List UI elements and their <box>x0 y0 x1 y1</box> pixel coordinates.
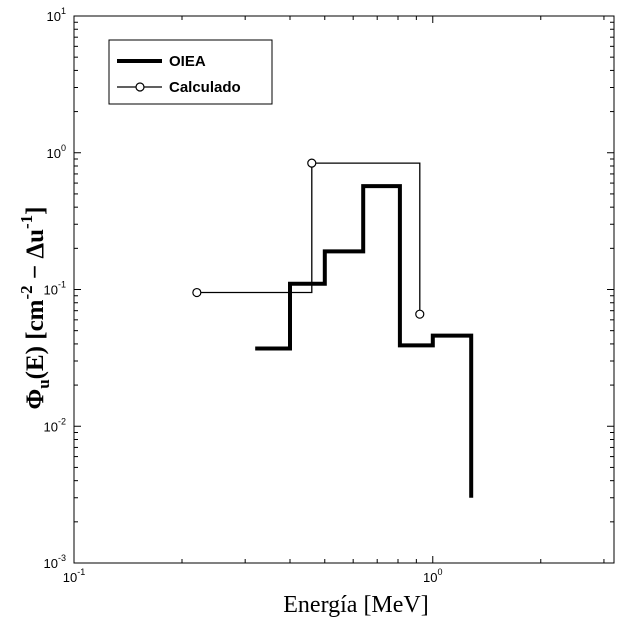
y-tick-label: 10-1 <box>44 280 66 298</box>
legend-box <box>108 39 273 105</box>
legend-marker-calculado <box>135 82 145 92</box>
data-point-calculado <box>307 158 317 168</box>
x-tick-label: 100 <box>423 567 442 585</box>
y-tick-label: 10-3 <box>44 553 66 571</box>
data-point-calculado <box>415 309 425 319</box>
x-tick-label: 10-1 <box>63 567 85 585</box>
legend: OIEA Calculado <box>108 39 273 105</box>
axis-tick-labels: 10-3 10-2 10-1 100 101 10-1 100 <box>44 6 443 585</box>
axis-ticks <box>73 15 614 564</box>
series-line-oiea <box>255 184 474 498</box>
x-axis-label: Energía [MeV] <box>283 592 429 618</box>
y-axis-label: Φu(E) [cm-2 − Δu-1] <box>17 206 53 409</box>
y-tick-label: 100 <box>47 143 66 161</box>
data-point-calculado <box>192 287 202 298</box>
y-tick-label: 101 <box>47 6 66 24</box>
legend-label-calculado: Calculado <box>169 79 241 96</box>
y-tick-label: 10-2 <box>44 416 66 434</box>
legend-label-oiea: OIEA <box>169 53 206 70</box>
series-layer <box>192 158 474 498</box>
